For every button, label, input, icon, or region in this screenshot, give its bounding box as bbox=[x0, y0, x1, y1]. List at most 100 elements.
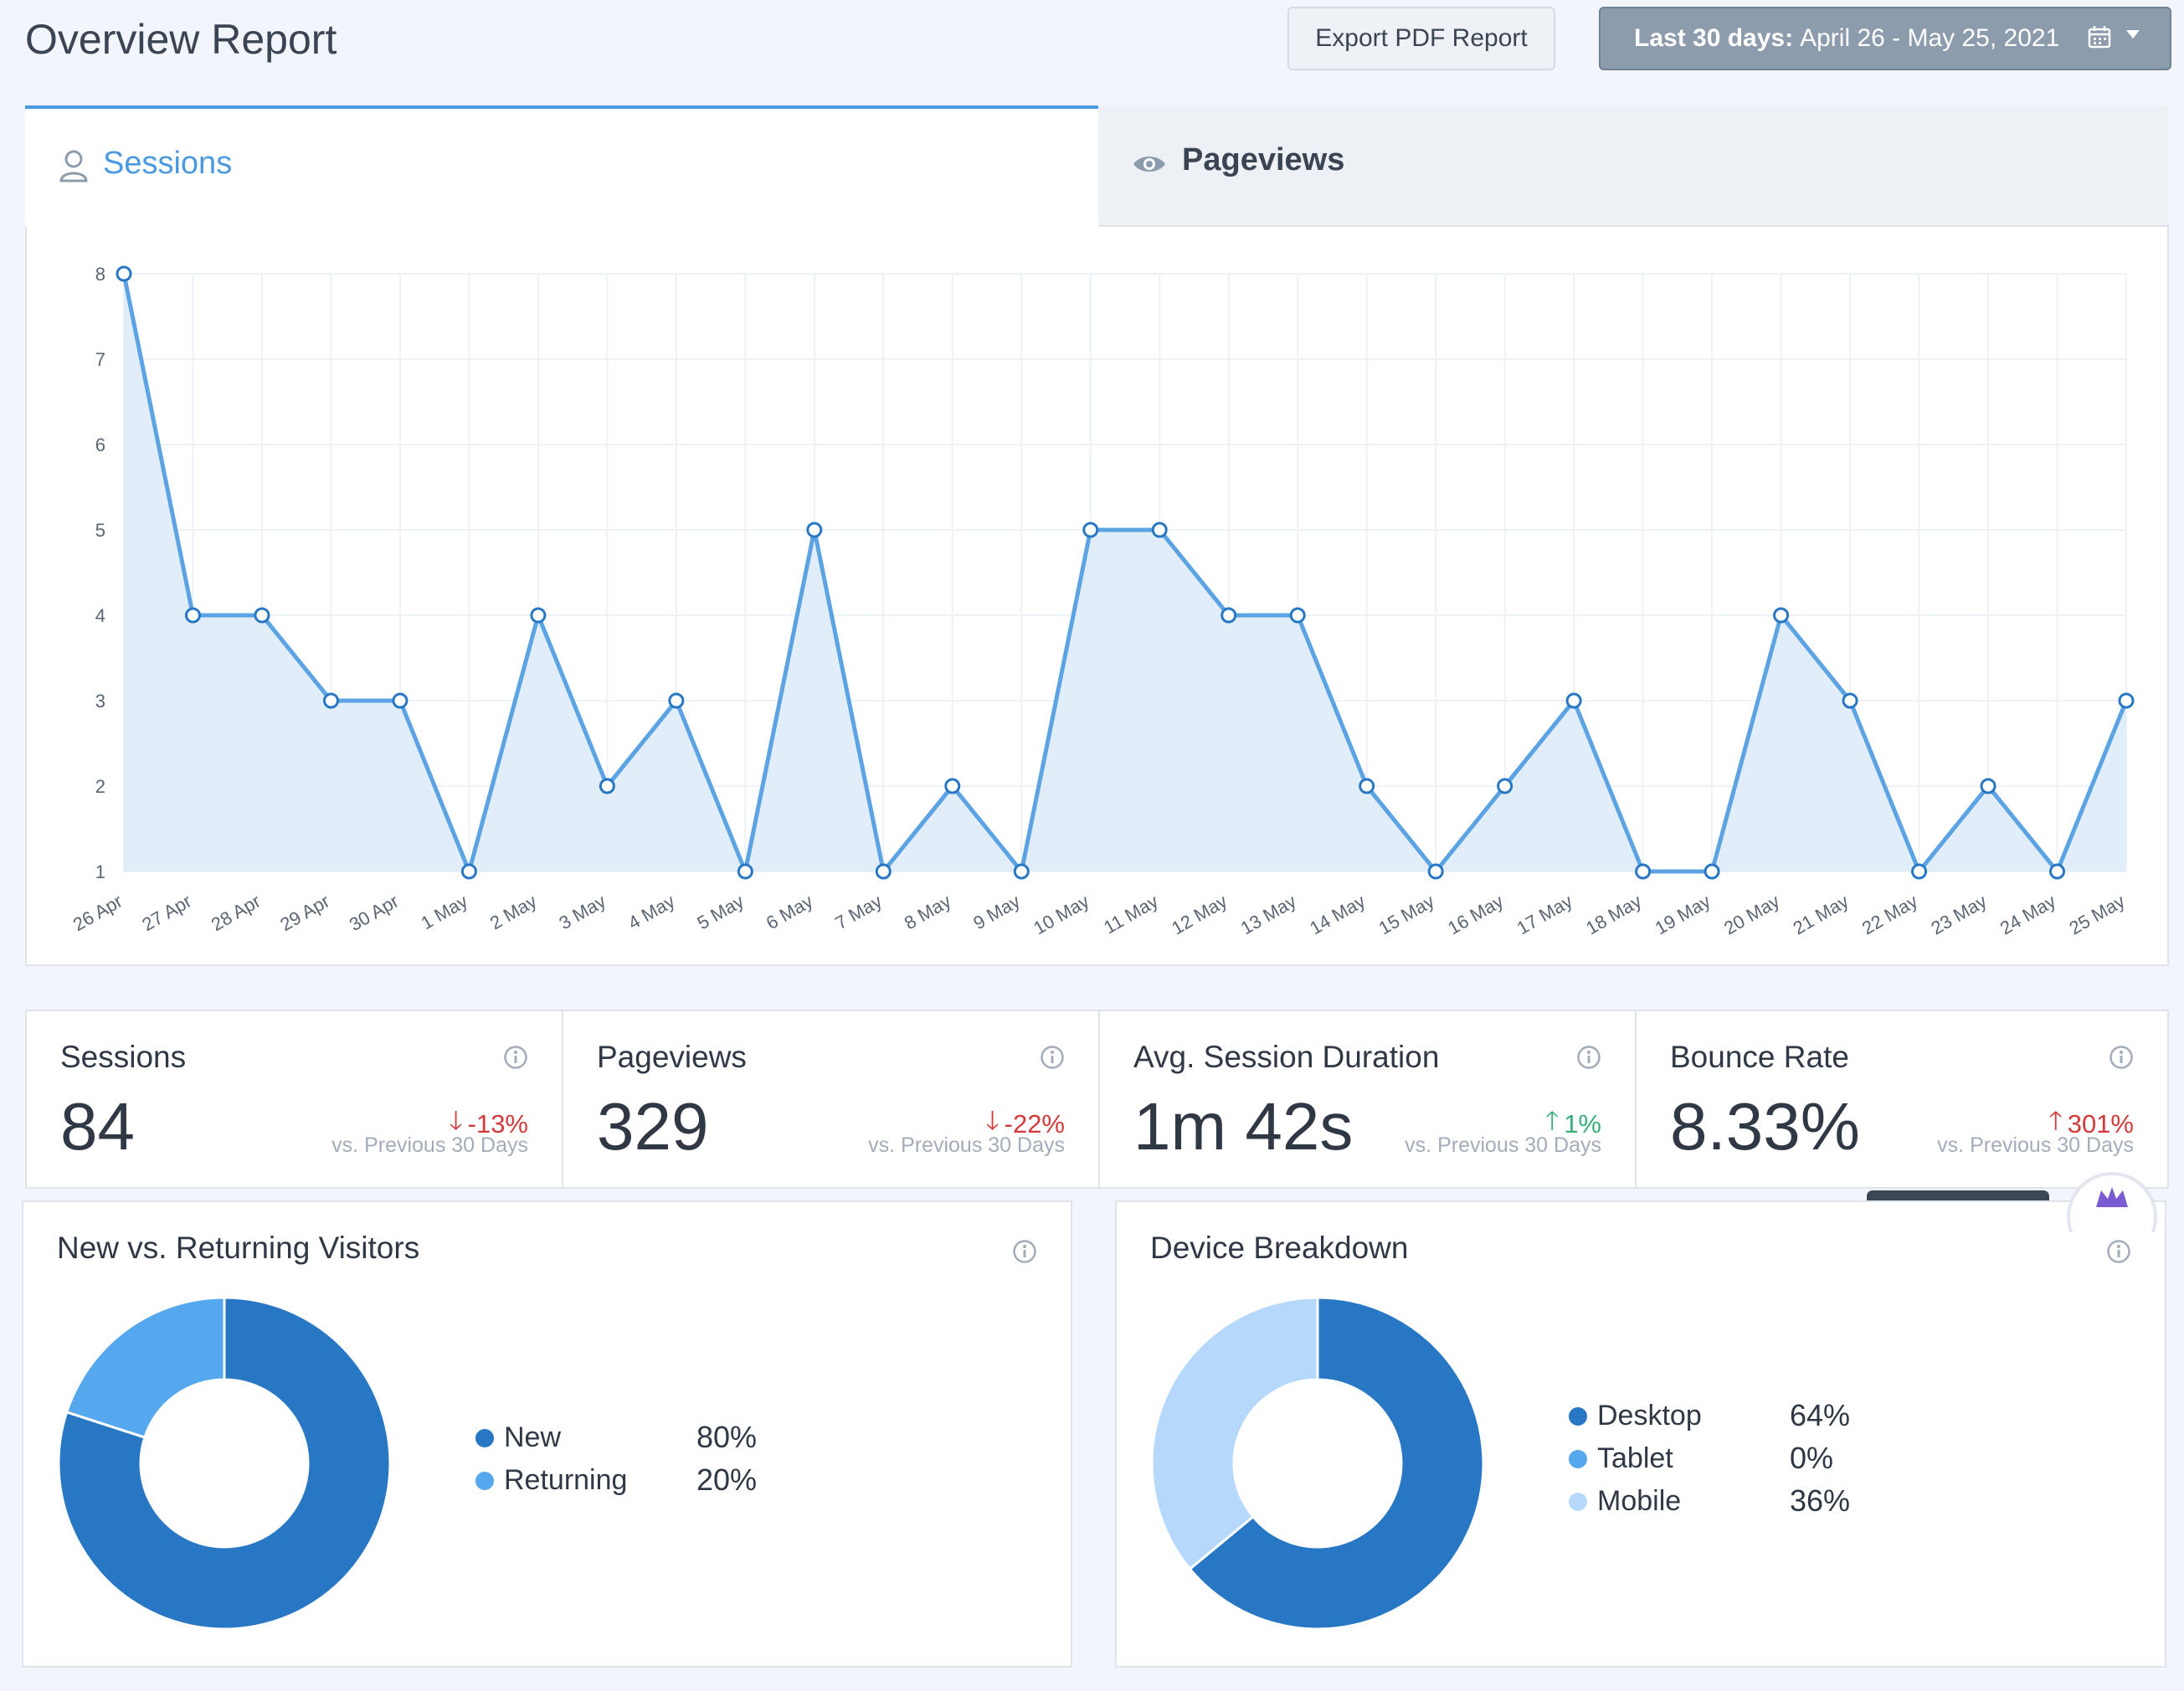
stat-title: Sessions bbox=[60, 1040, 187, 1074]
stat-comparison: vs. Previous 30 Days bbox=[868, 1133, 1065, 1157]
info-icon[interactable] bbox=[1576, 1045, 1601, 1070]
info-icon[interactable] bbox=[503, 1045, 528, 1070]
legend-label: Returning bbox=[504, 1464, 628, 1496]
data-point bbox=[322, 692, 339, 709]
data-point bbox=[2118, 692, 2135, 709]
arrow-down-icon: 🡓 bbox=[985, 1106, 1000, 1135]
x-tick-label: 8 May bbox=[901, 891, 954, 934]
x-tick-label: 21 May bbox=[1790, 891, 1853, 939]
x-tick-label: 25 May bbox=[2066, 891, 2129, 939]
info-icon[interactable] bbox=[1040, 1045, 1065, 1070]
stat-pageviews: Pageviews 329 🡓 -22% vs. Previous 30 Days bbox=[562, 1010, 1100, 1189]
x-tick-label: 4 May bbox=[624, 891, 678, 934]
arrow-up-icon: 🡑 bbox=[2048, 1106, 2063, 1135]
devices-donut-chart bbox=[1150, 1296, 1485, 1631]
y-tick-label: 1 bbox=[95, 861, 105, 882]
data-point bbox=[1220, 607, 1237, 624]
legend-label: Desktop bbox=[1597, 1400, 1702, 1431]
data-point bbox=[460, 863, 477, 880]
stat-change-value: 301% bbox=[2067, 1108, 2134, 1138]
data-point bbox=[1773, 607, 1790, 624]
data-point bbox=[1082, 522, 1099, 538]
data-point bbox=[668, 692, 685, 709]
donut-slice-desktop bbox=[1188, 1296, 1485, 1631]
x-tick-label: 6 May bbox=[763, 891, 816, 934]
data-point bbox=[1289, 607, 1306, 624]
panel-title: New vs. Returning Visitors bbox=[57, 1231, 420, 1265]
visitors-donut-chart bbox=[57, 1296, 392, 1631]
data-point bbox=[1013, 863, 1030, 880]
data-point bbox=[599, 778, 615, 794]
data-point bbox=[806, 522, 823, 538]
stat-change: 🡑 1% bbox=[1545, 1102, 1601, 1146]
x-tick-label: 9 May bbox=[969, 891, 1023, 934]
stat-value: 8.33% bbox=[1670, 1089, 1860, 1164]
x-tick-label: 1 May bbox=[418, 891, 471, 934]
legend-swatch bbox=[1569, 1449, 1587, 1468]
data-point bbox=[1704, 863, 1720, 880]
stat-value: 329 bbox=[597, 1089, 709, 1164]
data-point bbox=[1151, 522, 1168, 538]
date-range-picker[interactable]: Last 30 days: April 26 - May 25, 2021 bbox=[1599, 7, 2171, 70]
data-point bbox=[875, 863, 892, 880]
x-tick-label: 5 May bbox=[693, 891, 747, 934]
data-point bbox=[392, 692, 409, 709]
legend-swatch bbox=[475, 1428, 494, 1447]
x-tick-label: 12 May bbox=[1168, 891, 1231, 939]
stat-comparison: vs. Previous 30 Days bbox=[1937, 1133, 2134, 1157]
x-tick-label: 13 May bbox=[1237, 891, 1300, 939]
info-icon[interactable] bbox=[1012, 1239, 1037, 1264]
floating-widget-bar[interactable] bbox=[1867, 1190, 2049, 1202]
data-point bbox=[1565, 692, 1582, 709]
user-icon bbox=[59, 150, 88, 182]
y-tick-label: 5 bbox=[95, 520, 105, 541]
stat-bounce-rate: Bounce Rate 8.33% 🡑 301% vs. Previous 30 … bbox=[1635, 1010, 2169, 1189]
assistant-badge-icon[interactable] bbox=[2066, 1165, 2158, 1232]
data-point bbox=[1842, 692, 1858, 709]
legend-item-desktop: Desktop bbox=[1569, 1400, 1702, 1432]
data-point bbox=[530, 607, 547, 624]
data-point bbox=[184, 607, 201, 624]
tab-pageviews-label: Pageviews bbox=[1182, 142, 1345, 177]
data-point bbox=[944, 778, 961, 794]
date-range-value: April 26 - May 25, 2021 bbox=[1800, 24, 2060, 52]
x-tick-label: 28 Apr bbox=[208, 891, 265, 935]
stat-change-value: -13% bbox=[467, 1108, 528, 1138]
stat-change: 🡑 301% bbox=[2049, 1102, 2134, 1146]
sessions-line-chart: 1 2 3 4 5 6 7 8 26 Apr 27 Apr 28 Apr 29 Apr 30 Apr 1 … bbox=[69, 264, 2135, 939]
legend-label: Mobile bbox=[1597, 1485, 1682, 1517]
stat-title: Bounce Rate bbox=[1670, 1040, 1849, 1074]
stat-avg-session-duration: Avg. Session Duration 1m 42s 🡑 1% vs. Pre… bbox=[1098, 1010, 1637, 1189]
legend-value: 36% bbox=[1790, 1483, 1851, 1518]
x-tick-label: 18 May bbox=[1582, 891, 1645, 939]
stat-sessions: Sessions 84 🡓 -13% vs. Previous 30 Days bbox=[25, 1010, 563, 1189]
legend-item-new: New bbox=[475, 1421, 561, 1454]
info-icon[interactable] bbox=[2109, 1045, 2134, 1070]
stat-change: 🡓 -13% bbox=[450, 1102, 529, 1146]
x-tick-label: 23 May bbox=[1928, 891, 1991, 939]
date-range-prefix: Last 30 days: bbox=[1634, 24, 1794, 52]
stat-title: Avg. Session Duration bbox=[1133, 1040, 1440, 1074]
export-pdf-button[interactable]: Export PDF Report bbox=[1287, 7, 1555, 70]
x-tick-label: 16 May bbox=[1444, 891, 1507, 939]
y-tick-label: 7 bbox=[95, 349, 105, 370]
x-tick-label: 17 May bbox=[1513, 891, 1576, 939]
stat-comparison: vs. Previous 30 Days bbox=[331, 1133, 528, 1157]
arrow-up-icon: 🡑 bbox=[1545, 1106, 1560, 1135]
x-tick-label: 24 May bbox=[1996, 891, 2059, 939]
tab-sessions-label: Sessions bbox=[103, 146, 233, 181]
y-tick-label: 8 bbox=[95, 264, 105, 285]
x-tick-label: 2 May bbox=[486, 891, 540, 934]
x-tick-label: 7 May bbox=[831, 891, 885, 934]
y-tick-label: 3 bbox=[95, 691, 105, 712]
data-point bbox=[737, 863, 753, 880]
legend-value: 80% bbox=[696, 1420, 758, 1454]
tab-pageviews[interactable]: Pageviews bbox=[1098, 105, 2169, 227]
tab-sessions[interactable]: Sessions bbox=[25, 105, 1098, 227]
x-tick-label: 20 May bbox=[1720, 891, 1783, 939]
info-icon[interactable] bbox=[2106, 1239, 2131, 1264]
x-tick-label: 30 Apr bbox=[346, 891, 403, 935]
data-point bbox=[1359, 778, 1375, 794]
data-point bbox=[1497, 778, 1513, 794]
legend-item-mobile: Mobile bbox=[1569, 1485, 1681, 1518]
